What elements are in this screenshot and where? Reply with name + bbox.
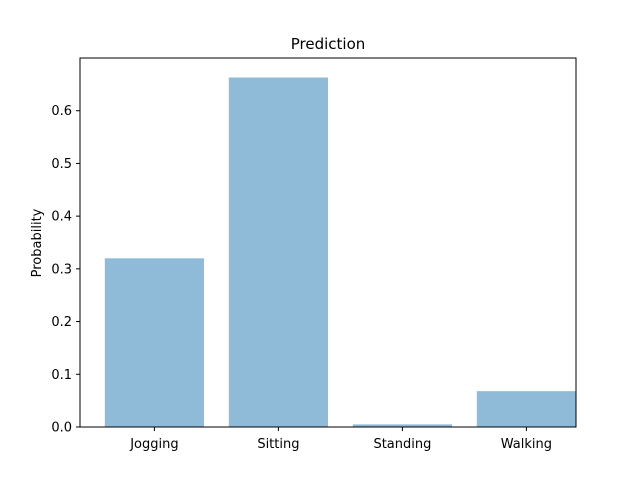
x-tick-label: Sitting [257, 437, 299, 452]
x-tick-label: Walking [501, 437, 552, 452]
y-tick-label: 0.6 [51, 104, 72, 119]
y-axis-label: Probability [30, 208, 45, 277]
bars-group [104, 77, 576, 428]
bar-sitting [228, 77, 328, 428]
chart-title: Prediction [291, 35, 366, 53]
y-tick-label: 0.1 [51, 368, 72, 383]
y-ticks-group: 0.0 0.1 0.2 0.3 0.4 0.5 0.6 [51, 104, 80, 436]
x-tick-label: Jogging [129, 437, 178, 452]
plot-frame [79, 57, 577, 428]
x-tick-label: Standing [373, 437, 431, 452]
bar-jogging [104, 258, 204, 427]
bar-standing [352, 424, 452, 427]
y-tick-label: 0.3 [51, 262, 72, 277]
y-tick-label: 0.4 [51, 210, 72, 225]
x-ticks-group: Jogging Sitting Standing Walking [129, 427, 552, 452]
y-tick-label: 0.5 [51, 157, 72, 172]
y-tick-label: 0.0 [51, 421, 72, 436]
bar-walking [476, 391, 576, 427]
y-tick-label: 0.2 [51, 315, 72, 330]
